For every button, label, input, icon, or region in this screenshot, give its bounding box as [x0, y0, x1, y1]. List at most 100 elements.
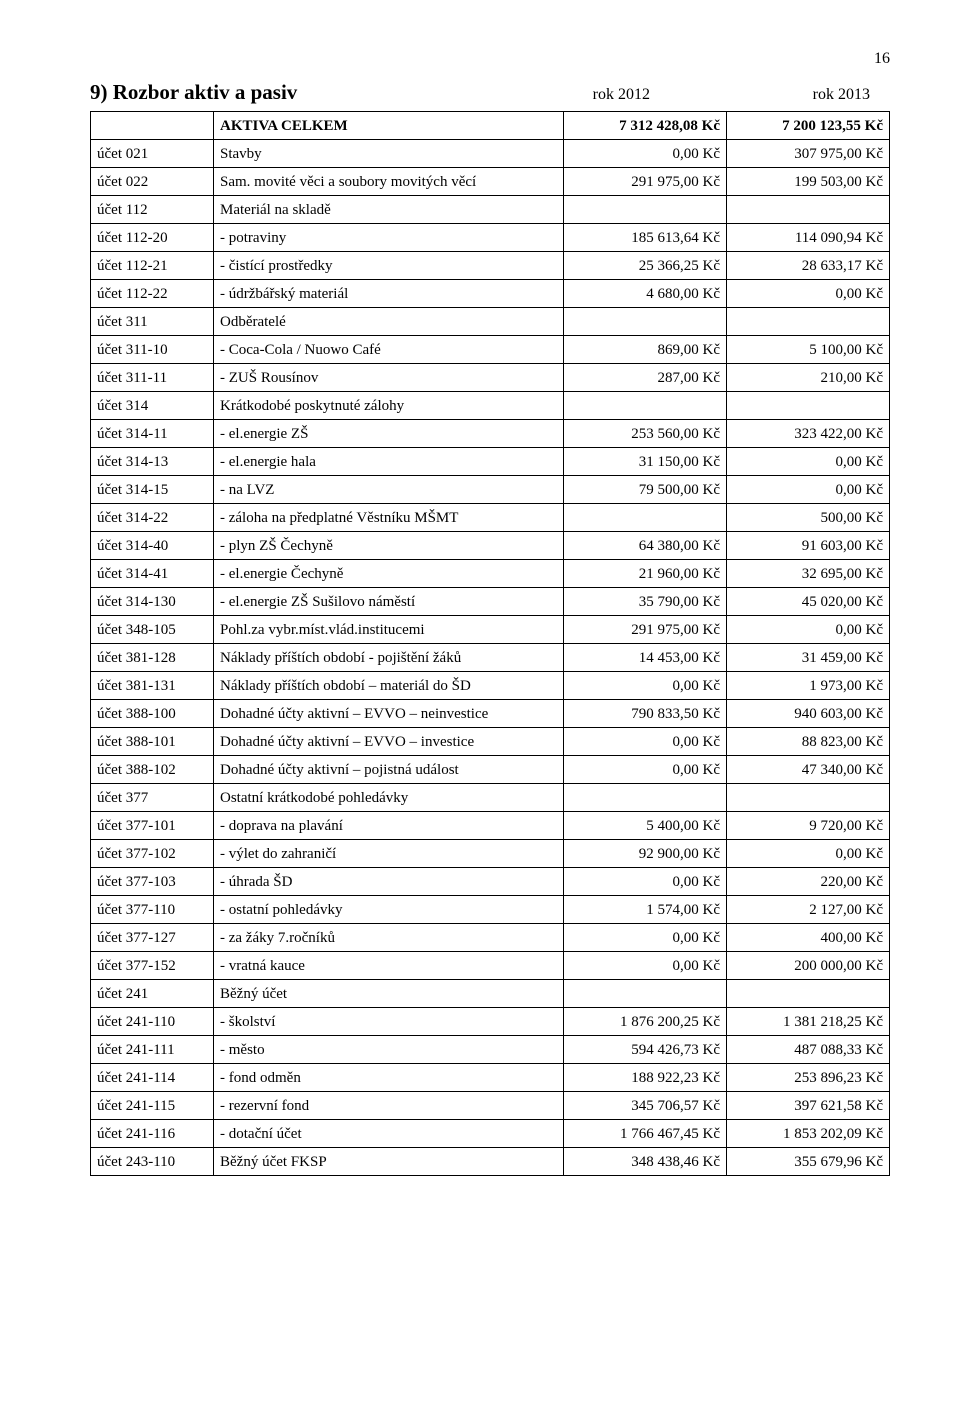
cell-account: účet 377-103	[91, 868, 214, 896]
cell-description: - fond odměn	[214, 1064, 564, 1092]
cell-value-year1: 1 766 467,45 Kč	[564, 1120, 727, 1148]
cell-account: účet 021	[91, 140, 214, 168]
cell-description: Pohl.za vybr.míst.vlád.institucemi	[214, 616, 564, 644]
table-row: účet 314-130- el.energie ZŠ Sušilovo nám…	[91, 588, 890, 616]
table-row: účet 311Odběratelé	[91, 308, 890, 336]
cell-value-year2: 9 720,00 Kč	[727, 812, 890, 840]
cell-value-year1: 0,00 Kč	[564, 672, 727, 700]
cell-value-year2: 220,00 Kč	[727, 868, 890, 896]
cell-value-year1: 92 900,00 Kč	[564, 840, 727, 868]
cell-account: účet 377-101	[91, 812, 214, 840]
cell-value-year2: 31 459,00 Kč	[727, 644, 890, 672]
cell-description: Materiál na skladě	[214, 196, 564, 224]
cell-value-year2: 1 381 218,25 Kč	[727, 1008, 890, 1036]
cell-value-year2: 45 020,00 Kč	[727, 588, 890, 616]
cell-value-year2: 397 621,58 Kč	[727, 1092, 890, 1120]
table-row: účet 348-105Pohl.za vybr.míst.vlád.insti…	[91, 616, 890, 644]
cell-value-year2	[727, 308, 890, 336]
cell-account: účet 314-11	[91, 420, 214, 448]
cell-description: Náklady příštích období - pojištění žáků	[214, 644, 564, 672]
cell-value-year1	[564, 784, 727, 812]
table-row: účet 241-115- rezervní fond345 706,57 Kč…	[91, 1092, 890, 1120]
cell-value-year1: 185 613,64 Kč	[564, 224, 727, 252]
cell-description: Stavby	[214, 140, 564, 168]
cell-description: Náklady příštích období – materiál do ŠD	[214, 672, 564, 700]
cell-value-year2: 91 603,00 Kč	[727, 532, 890, 560]
cell-description: - úhrada ŠD	[214, 868, 564, 896]
cell-description: - ZUŠ Rousínov	[214, 364, 564, 392]
cell-value-year2: 5 100,00 Kč	[727, 336, 890, 364]
table-row: účet 112Materiál na skladě	[91, 196, 890, 224]
cell-value-year2: 400,00 Kč	[727, 924, 890, 952]
cell-account: účet 314-15	[91, 476, 214, 504]
cell-value-year1: 291 975,00 Kč	[564, 168, 727, 196]
cell-value-year2: 2 127,00 Kč	[727, 896, 890, 924]
cell-account: účet 381-128	[91, 644, 214, 672]
cell-value-year1: 594 426,73 Kč	[564, 1036, 727, 1064]
cell-value-year2: 88 823,00 Kč	[727, 728, 890, 756]
cell-value-year2: 47 340,00 Kč	[727, 756, 890, 784]
cell-account: účet 314-13	[91, 448, 214, 476]
cell-value-year1: 7 312 428,08 Kč	[564, 112, 727, 140]
cell-value-year1: 345 706,57 Kč	[564, 1092, 727, 1120]
table-row: účet 377-101- doprava na plavání5 400,00…	[91, 812, 890, 840]
cell-value-year1	[564, 392, 727, 420]
cell-account: účet 314-130	[91, 588, 214, 616]
cell-description: - potraviny	[214, 224, 564, 252]
cell-description: - město	[214, 1036, 564, 1064]
cell-value-year1: 35 790,00 Kč	[564, 588, 727, 616]
cell-account: účet 243-110	[91, 1148, 214, 1176]
page-number: 16	[90, 50, 890, 68]
cell-value-year1: 79 500,00 Kč	[564, 476, 727, 504]
table-row: účet 022Sam. movité věci a soubory movit…	[91, 168, 890, 196]
cell-description: - na LVZ	[214, 476, 564, 504]
table-row: účet 112-20- potraviny185 613,64 Kč114 0…	[91, 224, 890, 252]
cell-account: účet 381-131	[91, 672, 214, 700]
table-row: účet 314-11- el.energie ZŠ253 560,00 Kč3…	[91, 420, 890, 448]
table-row: účet 314Krátkodobé poskytnuté zálohy	[91, 392, 890, 420]
cell-description: Běžný účet FKSP	[214, 1148, 564, 1176]
cell-value-year1: 188 922,23 Kč	[564, 1064, 727, 1092]
table-row: účet 311-11- ZUŠ Rousínov287,00 Kč210,00…	[91, 364, 890, 392]
cell-value-year2: 114 090,94 Kč	[727, 224, 890, 252]
cell-value-year2: 323 422,00 Kč	[727, 420, 890, 448]
table-row: účet 241Běžný účet	[91, 980, 890, 1008]
cell-account: účet 241-110	[91, 1008, 214, 1036]
cell-value-year1: 0,00 Kč	[564, 868, 727, 896]
cell-description: Dohadné účty aktivní – EVVO – investice	[214, 728, 564, 756]
cell-value-year2: 0,00 Kč	[727, 616, 890, 644]
cell-value-year1: 0,00 Kč	[564, 728, 727, 756]
cell-account: účet 311-10	[91, 336, 214, 364]
cell-value-year2	[727, 196, 890, 224]
cell-value-year1: 348 438,46 Kč	[564, 1148, 727, 1176]
table-row: účet 241-116- dotační účet1 766 467,45 K…	[91, 1120, 890, 1148]
table-row: účet 241-114- fond odměn188 922,23 Kč253…	[91, 1064, 890, 1092]
cell-value-year2: 1 973,00 Kč	[727, 672, 890, 700]
cell-description: Odběratelé	[214, 308, 564, 336]
cell-value-year2: 0,00 Kč	[727, 280, 890, 308]
cell-value-year1: 291 975,00 Kč	[564, 616, 727, 644]
cell-description: Ostatní krátkodobé pohledávky	[214, 784, 564, 812]
cell-account: účet 377-110	[91, 896, 214, 924]
cell-description: - Coca-Cola / Nuowo Café	[214, 336, 564, 364]
table-row: AKTIVA CELKEM7 312 428,08 Kč7 200 123,55…	[91, 112, 890, 140]
cell-value-year2: 0,00 Kč	[727, 476, 890, 504]
cell-value-year2: 210,00 Kč	[727, 364, 890, 392]
cell-description: - el.energie Čechyně	[214, 560, 564, 588]
cell-account: účet 112-21	[91, 252, 214, 280]
table-row: účet 314-22- záloha na předplatné Věstní…	[91, 504, 890, 532]
cell-account: účet 112-22	[91, 280, 214, 308]
cell-account: účet 112	[91, 196, 214, 224]
cell-value-year2: 0,00 Kč	[727, 840, 890, 868]
cell-account: účet 314-22	[91, 504, 214, 532]
cell-value-year1: 1 876 200,25 Kč	[564, 1008, 727, 1036]
table-row: účet 241-110- školství1 876 200,25 Kč1 3…	[91, 1008, 890, 1036]
heading-title: 9) Rozbor aktiv a pasiv	[90, 80, 410, 105]
cell-value-year1: 287,00 Kč	[564, 364, 727, 392]
cell-value-year1: 0,00 Kč	[564, 952, 727, 980]
table-row: účet 381-128Náklady příštích období - po…	[91, 644, 890, 672]
cell-description: - el.energie hala	[214, 448, 564, 476]
table-row: účet 377-102- výlet do zahraničí92 900,0…	[91, 840, 890, 868]
table-row: účet 388-102Dohadné účty aktivní – pojis…	[91, 756, 890, 784]
assets-table: AKTIVA CELKEM7 312 428,08 Kč7 200 123,55…	[90, 111, 890, 1176]
